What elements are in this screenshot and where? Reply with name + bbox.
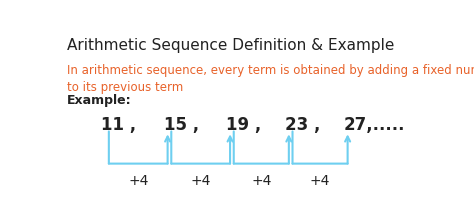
Text: Example:: Example: — [66, 94, 131, 107]
Text: 15 ,: 15 , — [164, 116, 199, 134]
Text: Arithmetic Sequence Definition & Example: Arithmetic Sequence Definition & Example — [66, 38, 394, 53]
Text: 19 ,: 19 , — [227, 116, 262, 134]
Text: +4: +4 — [191, 174, 211, 188]
Text: +4: +4 — [310, 174, 330, 188]
Text: +4: +4 — [251, 174, 272, 188]
Text: 23 ,: 23 , — [285, 116, 320, 134]
Text: In arithmetic sequence, every term is obtained by adding a fixed number
to its p: In arithmetic sequence, every term is ob… — [66, 64, 474, 94]
Text: +4: +4 — [128, 174, 148, 188]
Text: 11 ,: 11 , — [101, 116, 137, 134]
Text: 27,.....: 27,..... — [344, 116, 405, 134]
